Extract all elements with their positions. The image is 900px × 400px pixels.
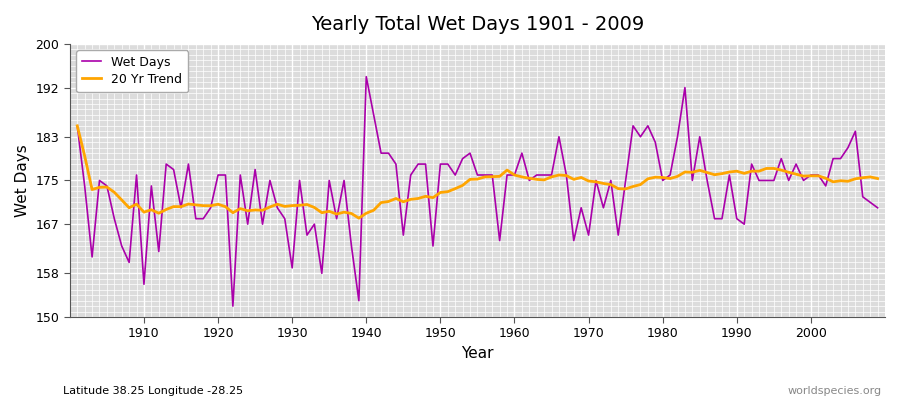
Legend: Wet Days, 20 Yr Trend: Wet Days, 20 Yr Trend: [76, 50, 188, 92]
Wet Days: [517, 151, 527, 156]
Wet Days: [346, 244, 356, 248]
20 Yr Trend: [872, 176, 883, 181]
Text: Latitude 38.25 Longitude -28.25: Latitude 38.25 Longitude -28.25: [63, 386, 243, 396]
20 Yr Trend: [509, 172, 520, 177]
Line: Wet Days: Wet Days: [77, 77, 878, 306]
Title: Yearly Total Wet Days 1901 - 2009: Yearly Total Wet Days 1901 - 2009: [310, 15, 644, 34]
X-axis label: Year: Year: [461, 346, 494, 361]
Wet Days: [131, 172, 142, 177]
20 Yr Trend: [131, 202, 142, 206]
Wet Days: [361, 74, 372, 79]
20 Yr Trend: [294, 203, 305, 208]
Line: 20 Yr Trend: 20 Yr Trend: [77, 126, 878, 218]
Wet Days: [524, 178, 535, 183]
20 Yr Trend: [338, 210, 349, 214]
Wet Days: [613, 233, 624, 238]
20 Yr Trend: [517, 174, 527, 179]
Wet Days: [302, 233, 312, 238]
Wet Days: [72, 124, 83, 128]
Wet Days: [872, 205, 883, 210]
Text: worldspecies.org: worldspecies.org: [788, 386, 882, 396]
20 Yr Trend: [354, 216, 364, 220]
20 Yr Trend: [606, 182, 616, 187]
20 Yr Trend: [72, 124, 83, 128]
Y-axis label: Wet Days: Wet Days: [15, 144, 30, 217]
Wet Days: [228, 304, 238, 308]
